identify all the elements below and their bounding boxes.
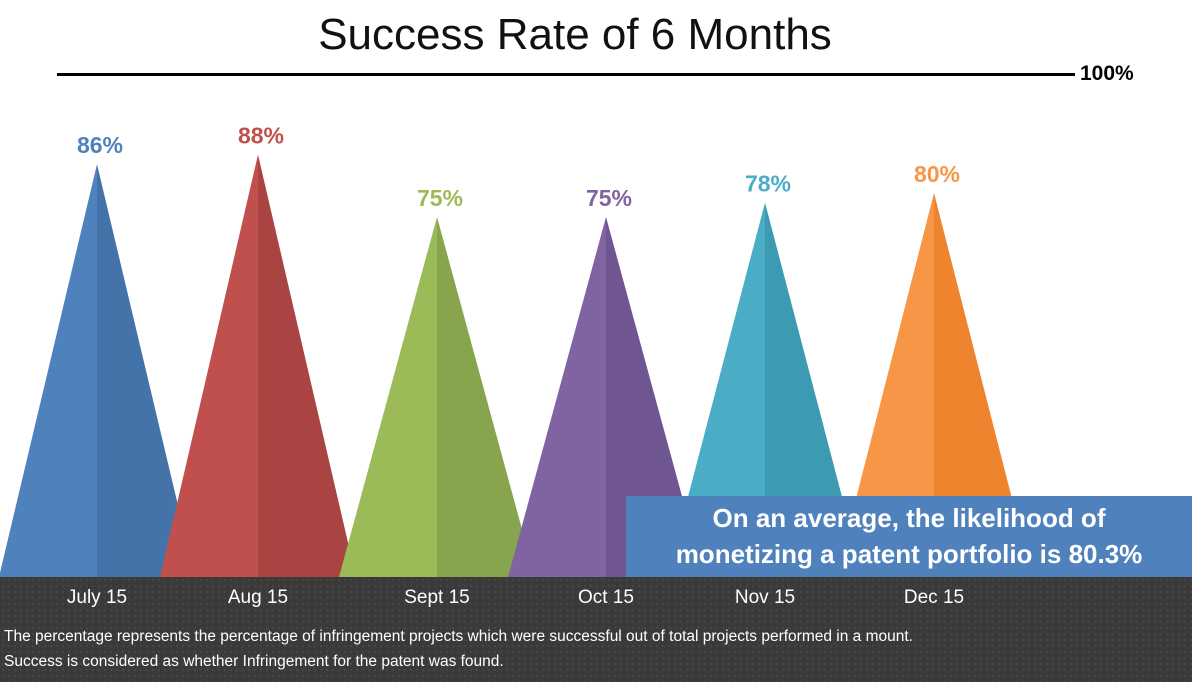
bar-aug-15 (160, 155, 356, 577)
bar-left-face (339, 217, 437, 577)
bar-left-face (0, 164, 97, 577)
data-label: 75% (417, 185, 463, 211)
data-label: 78% (745, 171, 791, 197)
footnote-line-1: The percentage represents the percentage… (4, 624, 913, 649)
data-label: 80% (914, 161, 960, 187)
x-tick-label: Dec 15 (904, 587, 964, 609)
callout-line-2: monetizing a patent portfolio is 80.3% (626, 536, 1192, 572)
footnote: The percentage represents the percentage… (4, 624, 913, 674)
data-label: 86% (77, 132, 123, 158)
x-tick-label: Oct 15 (578, 587, 634, 609)
bar-sept-15 (339, 217, 535, 577)
bar-right-face (437, 217, 535, 577)
data-label: 75% (586, 185, 632, 211)
average-callout: On an average, the likelihood of monetiz… (626, 496, 1192, 577)
data-label: 88% (238, 123, 284, 149)
bar-right-face (258, 155, 356, 577)
callout-line-1: On an average, the likelihood of (626, 500, 1192, 536)
x-tick-label: July 15 (67, 587, 127, 609)
x-tick-label: Aug 15 (228, 587, 288, 609)
bar-left-face (160, 155, 258, 577)
bar-left-face (508, 217, 606, 577)
footnote-line-2: Success is considered as whether Infring… (4, 649, 913, 674)
x-tick-label: Nov 15 (735, 587, 795, 609)
bar-july-15 (0, 164, 195, 577)
x-tick-label: Sept 15 (404, 587, 470, 609)
